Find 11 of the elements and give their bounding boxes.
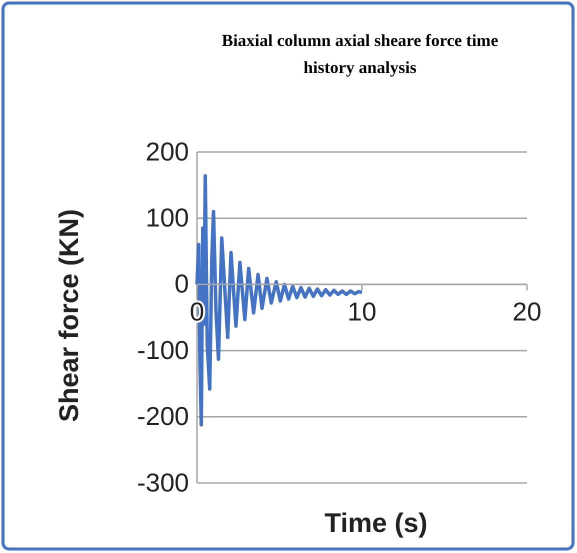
y-tick-label: 100 — [146, 202, 189, 233]
y-tick-label: -100 — [136, 334, 189, 365]
y-axis-title: Shear force (KN) — [54, 208, 84, 422]
y-tick-label: 0 — [174, 268, 189, 299]
x-axis-title: Time (s) — [324, 508, 428, 538]
x-tick-label: 10 — [348, 296, 376, 326]
y-tick-label: -300 — [136, 467, 189, 498]
y-tick-label: -200 — [136, 401, 189, 432]
y-tick-label: 200 — [146, 136, 189, 166]
x-tick-label: 20 — [512, 296, 542, 326]
chart-title: Biaxial column axial sheare force time history analysis — [222, 31, 499, 77]
